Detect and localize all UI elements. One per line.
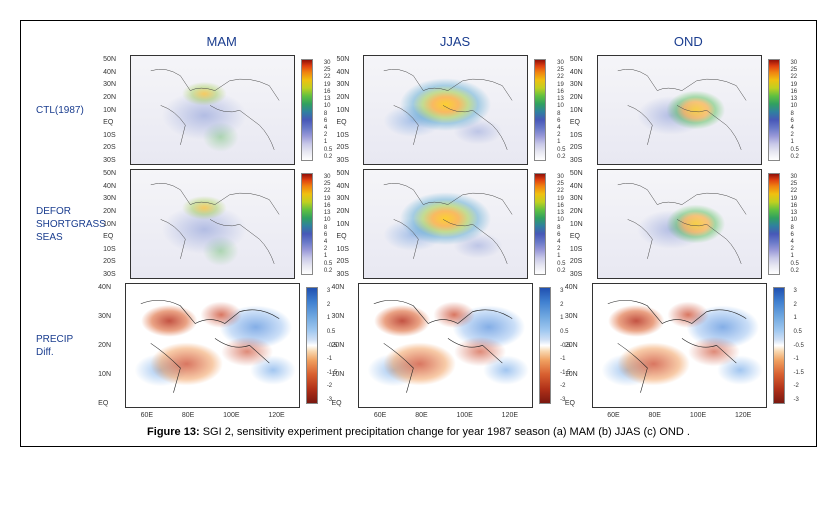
colorbar-precip: 30252219161310864210.50.2 (768, 173, 780, 275)
panel-diff-mam: 40N30N20N10NEQ 60E80E100E120E 3210.5-0.5… (109, 283, 334, 408)
colorbar-precip: 30252219161310864210.50.2 (534, 59, 546, 161)
col-header-mam: MAM (109, 34, 334, 49)
colorbar-diff: 3210.5-0.5-1-1.5-2-3 (773, 287, 785, 404)
colorbar-precip: 30252219161310864210.50.2 (301, 173, 313, 275)
row-label-text: Diff. (36, 346, 101, 359)
colorbar-precip: 30252219161310864210.50.2 (534, 173, 546, 275)
row-label-text: SHORTGRASS (36, 218, 101, 231)
row-label-diff: PRECIP Diff. (36, 333, 101, 359)
figure-text: SGI 2, sensitivity experiment precipitat… (203, 426, 690, 438)
panel-defor-jjas: 50N40N30N20N10NEQ10S20S30S 3025221916131… (342, 169, 567, 279)
panel-ctl-mam: 50N40N30N20N10NEQ10S20S30S 3025221916131… (109, 55, 334, 165)
panel-diff-ond: 40N30N20N10NEQ 60E80E100E120E 3210.5-0.5… (576, 283, 801, 408)
panel-defor-ond: 50N40N30N20N10NEQ10S20S30S 3025221916131… (576, 169, 801, 279)
y-axis-ticks: 50N40N30N20N10NEQ10S20S30S (103, 56, 116, 164)
col-header-ond: OND (576, 34, 801, 49)
colorbar-diff: 3210.5-0.5-1-1.5-2-3 (306, 287, 318, 404)
row-label-text: DEFOR (36, 205, 101, 218)
panel-defor-mam: 50N40N30N20N10NEQ10S20S30S 3025221916131… (109, 169, 334, 279)
row-label-text: CTL(1987) (36, 104, 101, 117)
colorbar-diff: 3210.5-0.5-1-1.5-2-3 (539, 287, 551, 404)
panel-ctl-ond: 50N40N30N20N10NEQ10S20S30S 3025221916131… (576, 55, 801, 165)
figure-frame: MAM JJAS OND CTL(1987) 50N40N30N20N10NEQ… (20, 20, 817, 447)
row-label-text: SEAS (36, 231, 101, 244)
figure-caption: Figure 13: SGI 2, sensitivity experiment… (36, 426, 801, 438)
panel-diff-jjas: 40N30N20N10NEQ 60E80E100E120E 3210.5-0.5… (342, 283, 567, 408)
panel-ctl-jjas: 50N40N30N20N10NEQ10S20S30S 3025221916131… (342, 55, 567, 165)
colorbar-precip: 30252219161310864210.50.2 (768, 59, 780, 161)
row-label-text: PRECIP (36, 333, 101, 346)
colorbar-precip: 30252219161310864210.50.2 (301, 59, 313, 161)
figure-number: Figure 13: (147, 426, 200, 438)
panel-grid: MAM JJAS OND CTL(1987) 50N40N30N20N10NEQ… (36, 31, 801, 408)
col-header-jjas: JJAS (342, 34, 567, 49)
row-label-defor: DEFOR SHORTGRASS SEAS (36, 205, 101, 244)
row-label-ctl: CTL(1987) (36, 104, 101, 117)
